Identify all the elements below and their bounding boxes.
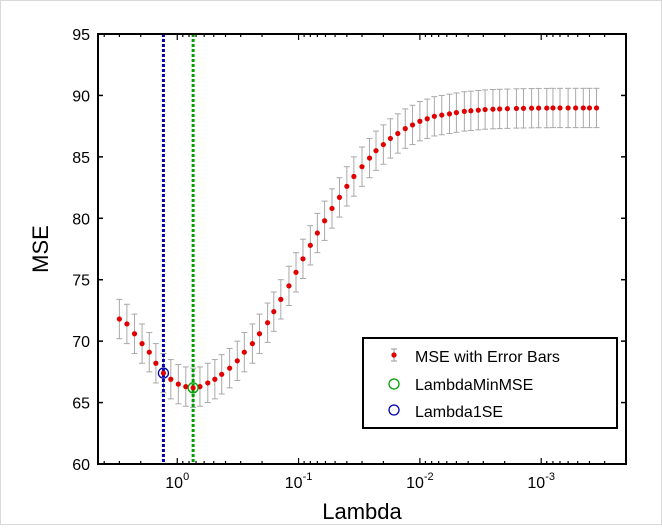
data-point [153,360,159,366]
data-point [205,380,211,386]
lambda-1se-marker [157,367,170,379]
data-point [490,106,496,112]
points-layer [116,105,600,391]
legend-green-circle-icon [388,378,400,390]
data-point [116,316,122,322]
data-point [286,283,292,289]
data-point [175,381,181,387]
y-tick-label: 80 [72,211,90,228]
data-point [402,126,408,132]
data-point [439,112,445,118]
data-point [544,105,550,111]
data-point [160,370,167,376]
data-point [307,242,313,248]
y-tick-label: 65 [72,396,90,413]
legend-entry-lambda1se: Lambda1SE [388,404,503,421]
data-point [580,105,586,111]
y-tick-label: 70 [72,334,90,351]
data-point [131,331,138,337]
data-point [227,365,233,371]
y-tick-label: 75 [72,273,90,290]
y-axis: 60 65 70 75 80 85 90 95 [72,27,626,474]
data-point [256,331,263,337]
data-point [234,358,240,364]
data-point [565,105,571,111]
y-tick-label: 95 [72,27,90,44]
data-point [293,269,299,275]
data-point [482,106,488,113]
data-point [446,111,453,117]
data-point [168,376,174,382]
legend-box [362,337,618,429]
legend-label-lambda1se: Lambda1SE [415,404,503,421]
data-point [212,376,218,382]
data-point [550,105,556,111]
data-point [513,105,520,112]
data-point [461,108,467,114]
x-tick-label: 10-2 [406,471,434,492]
data-point [593,105,600,111]
data-point [573,105,579,111]
data-point [322,218,328,224]
data-point [271,309,277,315]
y-tick-label: 85 [72,150,90,167]
legend-blue-circle-icon [388,404,400,416]
data-point [139,341,145,347]
data-point [190,385,196,391]
legend-red-dot-icon [391,352,397,358]
data-point [278,296,284,302]
data-point [146,349,152,355]
x-tick-label: 10-1 [285,471,313,492]
data-point [468,108,474,114]
data-point [417,118,423,124]
data-point [424,116,430,122]
data-point [387,135,393,142]
data-point [557,105,563,111]
selection-markers-layer [157,367,199,394]
data-point [264,320,271,326]
data-point [475,107,481,113]
data-point [219,371,225,377]
data-point [586,105,593,111]
legend-label-lambdaminmse: LambdaMinMSE [415,377,533,394]
data-point [336,194,343,200]
data-point [351,173,357,180]
lambda-min-mse-marker [187,382,199,394]
data-point [183,384,189,390]
data-point [329,205,335,212]
data-point [344,183,350,189]
legend-label-mse: MSE with Error Bars [415,349,560,366]
legend-entry-lambdaminmse: LambdaMinMSE [388,377,533,394]
data-point [241,349,247,355]
data-point [380,141,386,148]
legend-entry-mse: MSE with Error Bars [391,348,560,366]
data-point [249,341,256,347]
x-axis-label: Lambda [322,499,402,524]
x-axis: 100 10-1 10-2 10-3 [103,34,627,492]
data-point [536,105,542,111]
data-point [431,113,437,119]
data-point [528,105,535,111]
data-point [409,122,416,128]
data-point [300,256,306,262]
y-tick-label: 90 [72,88,90,105]
x-tick-label: 10-3 [527,471,555,492]
reference-lines-layer [161,34,195,464]
legend: MSE with Error Bars LambdaMinMSE Lambda1… [362,337,618,429]
data-point [373,148,379,154]
data-point [314,230,320,236]
data-point [453,110,460,116]
data-point [359,164,365,170]
data-point [504,106,510,112]
data-point [497,106,503,112]
x-tick-label: 100 [165,471,189,492]
y-tick-label: 60 [72,457,90,474]
data-point [366,155,373,161]
data-point [395,130,401,137]
y-axis-label: MSE [28,225,53,273]
data-point [124,321,130,327]
data-point [520,105,527,111]
